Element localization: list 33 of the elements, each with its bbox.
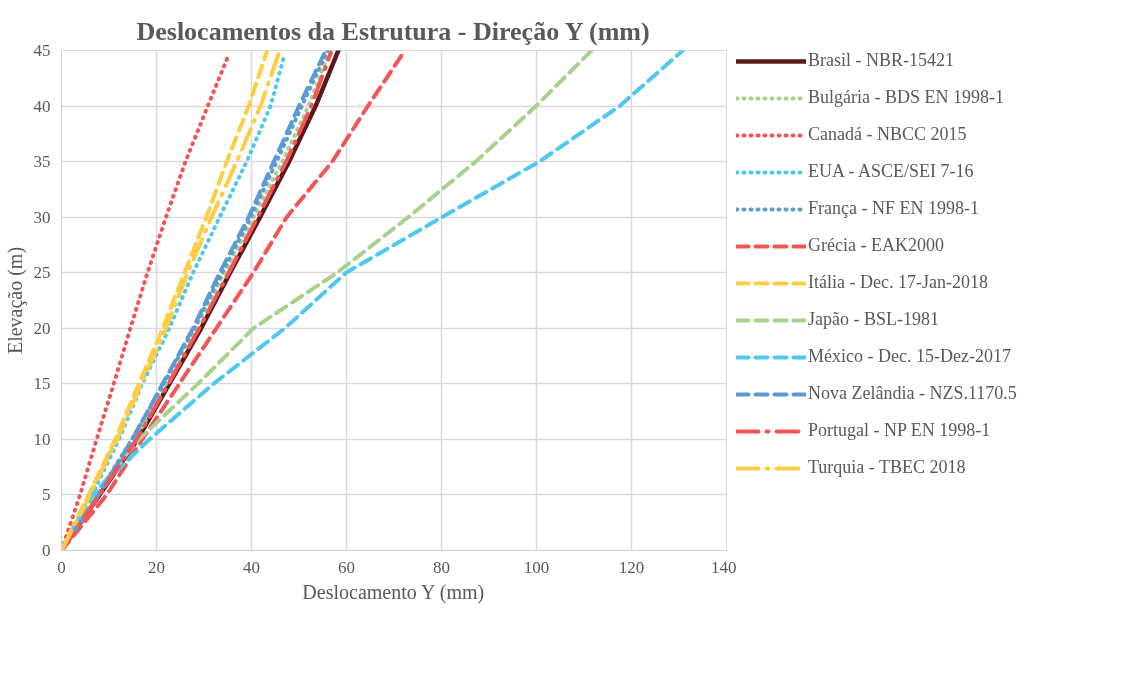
x-tick-label: 20 bbox=[148, 557, 165, 577]
y-tick-label: 15 bbox=[33, 374, 51, 394]
y-tick-label: 40 bbox=[33, 96, 51, 116]
legend-label: EUA - ASCE/SEI 7-16 bbox=[808, 161, 974, 182]
x-tick-label: 100 bbox=[523, 557, 550, 577]
y-tick-label: 35 bbox=[33, 152, 51, 172]
legend-label: Canadá - NBCC 2015 bbox=[808, 124, 967, 145]
legend-label: México - Dec. 15-Dez-2017 bbox=[808, 346, 1011, 367]
y-tick-label: 5 bbox=[42, 485, 51, 505]
x-tick-label: 140 bbox=[711, 557, 737, 577]
legend-label: Grécia - EAK2000 bbox=[808, 235, 944, 256]
legend-label: França - NF EN 1998-1 bbox=[808, 198, 979, 219]
x-tick-label: 80 bbox=[433, 557, 450, 577]
chart-title: Deslocamentos da Estrutura - Direção Y (mm) bbox=[136, 16, 650, 46]
x-tick-label: 120 bbox=[618, 557, 645, 577]
x-tick-label: 60 bbox=[338, 557, 355, 577]
y-tick-label: 25 bbox=[33, 263, 51, 283]
y-axis-title: Elevação (m) bbox=[3, 246, 27, 355]
y-tick-label: 45 bbox=[33, 41, 51, 60]
legend-label: Nova Zelândia - NZS.1170.5 bbox=[808, 383, 1017, 404]
y-tick-label: 10 bbox=[33, 429, 51, 449]
legend-label: Turquia - TBEC 2018 bbox=[808, 457, 966, 478]
y-tick-label: 20 bbox=[33, 318, 51, 338]
legend-label: Japão - BSL-1981 bbox=[808, 309, 939, 330]
legend-label: Brasil - NBR-15421 bbox=[808, 50, 954, 71]
legend-label: Itália - Dec. 17-Jan-2018 bbox=[808, 272, 988, 293]
x-axis-title: Deslocamento Y (mm) bbox=[302, 580, 485, 604]
legend-label: Bulgária - BDS EN 1998-1 bbox=[808, 87, 1004, 108]
y-tick-label: 0 bbox=[42, 541, 51, 560]
y-tick-label: 30 bbox=[33, 207, 51, 227]
x-tick-label: 40 bbox=[243, 557, 260, 577]
x-tick-label: 0 bbox=[57, 557, 66, 577]
legend-label: Portugal - NP EN 1998-1 bbox=[808, 420, 991, 441]
